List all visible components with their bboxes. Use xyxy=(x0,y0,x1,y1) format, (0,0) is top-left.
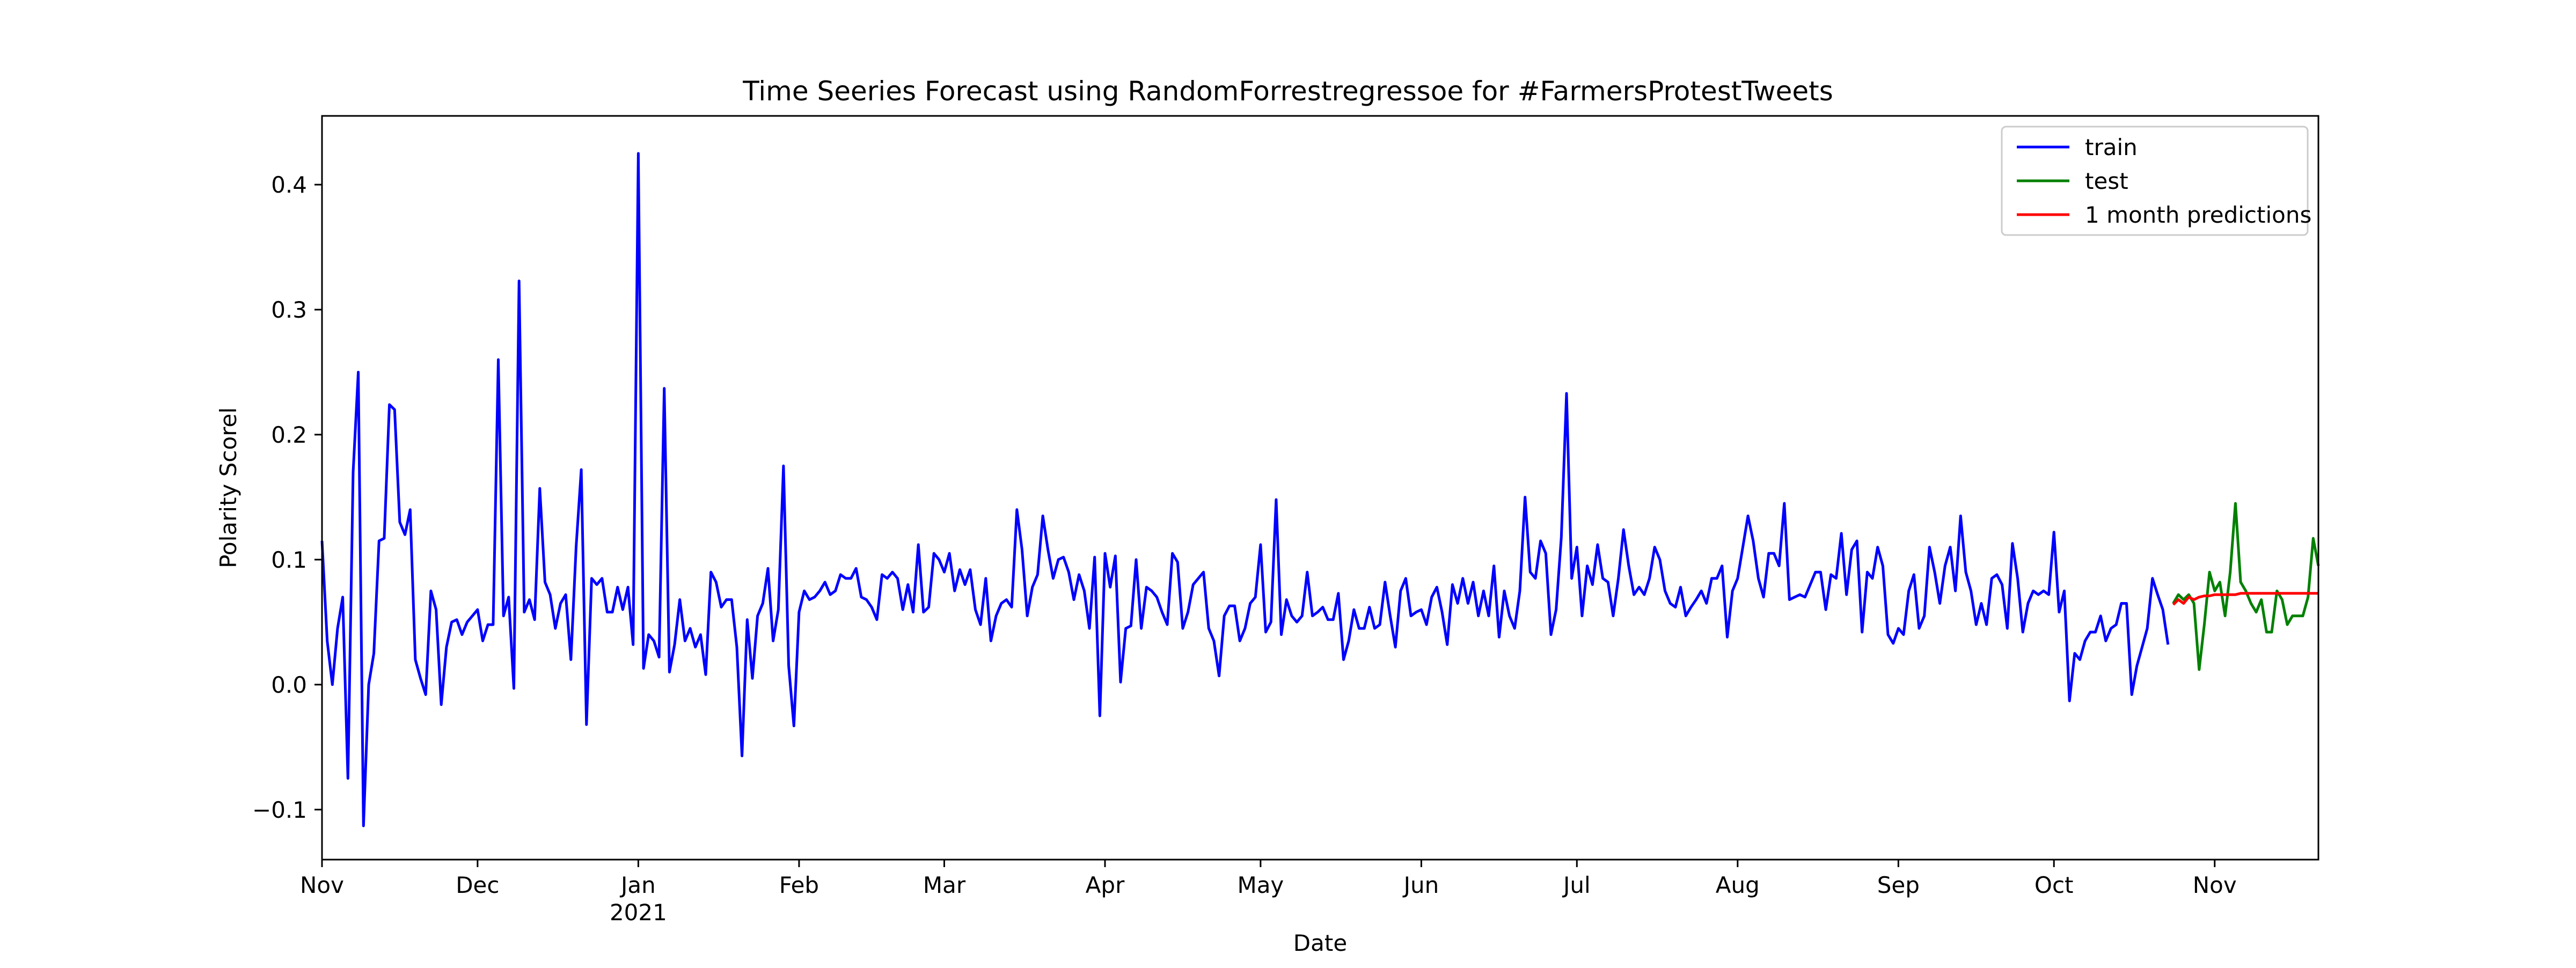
y-tick-label: 0.2 xyxy=(271,422,307,448)
legend-label-0: train xyxy=(2085,134,2138,160)
legend-label-1: test xyxy=(2085,168,2128,194)
series-line-2 xyxy=(2172,592,2318,606)
x-tick-sublabel: 2021 xyxy=(610,899,667,926)
x-tick-label: Nov xyxy=(300,872,344,898)
series-line-0 xyxy=(320,152,2170,827)
y-tick-label: 0.1 xyxy=(271,547,307,573)
x-tick-label: Oct xyxy=(2035,872,2074,898)
x-tick-label: Feb xyxy=(779,872,819,898)
x-tick-label: Dec xyxy=(456,872,499,898)
x-tick-label: Sep xyxy=(1877,872,1920,898)
y-tick-label: 0.3 xyxy=(271,297,307,323)
x-tick-label: Mar xyxy=(923,872,966,898)
x-tick-label: Nov xyxy=(2193,872,2237,898)
y-axis: −0.1 0.0 0.1 0.2 0.3 0.4 xyxy=(252,172,322,823)
y-tick-label: 0.0 xyxy=(271,672,307,698)
legend-label-2: 1 month predictions xyxy=(2085,202,2311,228)
x-tick-label: Aug xyxy=(1716,872,1760,898)
x-tick-label: Jul xyxy=(1562,872,1591,898)
legend: train test 1 month predictions xyxy=(2001,126,2311,236)
y-tick-label: 0.4 xyxy=(271,172,307,198)
x-tick-label: May xyxy=(1237,872,1284,898)
series-layer xyxy=(320,152,2320,827)
series-line-1 xyxy=(2172,502,2320,671)
plot-frame xyxy=(321,115,2319,861)
y-axis-label: Polarity Scorel xyxy=(215,407,241,568)
x-tick-label: Jun xyxy=(1402,872,1439,898)
x-tick-label: Apr xyxy=(1086,872,1125,898)
chart-title: Time Seeries Forecast using RandomForres… xyxy=(742,76,1833,107)
x-tick-label: Jan xyxy=(619,872,656,898)
y-tick-label: −0.1 xyxy=(252,797,307,823)
legend-box xyxy=(2001,126,2309,236)
x-axis-label: Date xyxy=(1293,930,1347,956)
